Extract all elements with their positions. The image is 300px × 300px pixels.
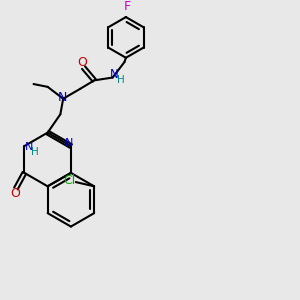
- Text: H: H: [31, 147, 39, 157]
- Text: O: O: [11, 187, 20, 200]
- Text: N: N: [25, 142, 33, 152]
- Text: F: F: [124, 0, 130, 13]
- Text: O: O: [77, 56, 87, 69]
- Text: N: N: [110, 68, 118, 81]
- Text: N: N: [65, 138, 74, 148]
- Text: N: N: [58, 91, 67, 104]
- Text: H: H: [117, 75, 125, 85]
- Text: Cl: Cl: [63, 174, 76, 188]
